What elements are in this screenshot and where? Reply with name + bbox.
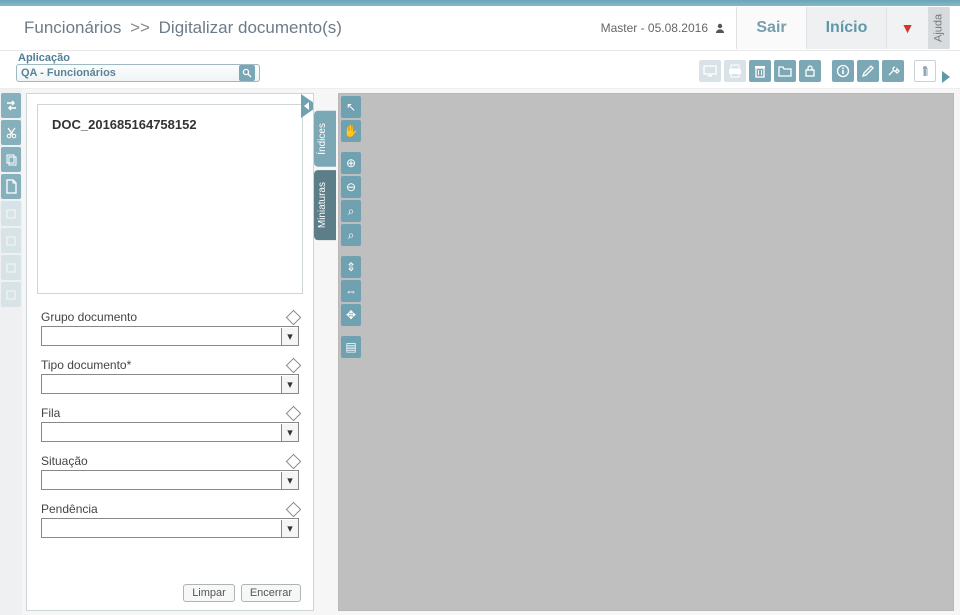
zoom-in-icon[interactable]: ⊕ <box>341 152 361 174</box>
field-situacao: Situação ▾ <box>41 452 299 490</box>
workspace: DOC_201685164758152 Grupo documento▾Tipo… <box>0 89 960 615</box>
limpar-label: Limpar <box>192 587 226 599</box>
field-fila: Fila ▾ <box>41 404 299 442</box>
page-icon[interactable] <box>1 174 21 199</box>
label-grupo-documento: Grupo documento <box>41 310 137 324</box>
master-label: Master - 05.08.2016 <box>601 21 708 35</box>
breadcrumb-sep: >> <box>126 18 154 37</box>
breadcrumb-root[interactable]: Funcionários <box>24 18 121 37</box>
copy-icon[interactable] <box>1 147 21 172</box>
tab-indices[interactable]: Índices <box>314 111 336 167</box>
monitor-icon[interactable] <box>699 60 721 82</box>
trash-icon[interactable] <box>749 60 771 82</box>
document-name: DOC_201685164758152 <box>52 117 197 132</box>
print-icon[interactable] <box>724 60 746 82</box>
pointer-icon[interactable]: ↖ <box>341 96 361 118</box>
index-panel: DOC_201685164758152 Grupo documento▾Tipo… <box>26 93 314 611</box>
encerrar-button[interactable]: Encerrar <box>241 584 301 602</box>
move-icon[interactable]: ✥ <box>341 304 361 326</box>
label-pendencia: Pendência <box>41 502 98 516</box>
aplicacao-value: QA - Funcionários <box>21 67 116 79</box>
toolbar <box>699 60 904 82</box>
required-icon <box>286 309 302 325</box>
sair-label: Sair <box>756 19 786 37</box>
dropdown-button[interactable]: ▼ <box>886 7 928 49</box>
tool8-icon <box>1 282 21 307</box>
edit-icon[interactable] <box>857 60 879 82</box>
aplicacao-label: Aplicação <box>18 52 260 64</box>
required-icon <box>286 405 302 421</box>
required-icon <box>286 501 302 517</box>
tool6-icon <box>1 228 21 253</box>
zoom-out-icon[interactable]: ⊖ <box>341 176 361 198</box>
field-pendencia: Pendência ▾ <box>41 500 299 538</box>
ajuda-label: Ajuda <box>933 14 945 42</box>
swap-icon[interactable] <box>1 93 21 118</box>
fit-horiz-icon[interactable]: ⇔ <box>341 280 361 302</box>
zoom-reset-icon[interactable]: ⌕ <box>341 224 361 246</box>
ajuda-button[interactable]: Ajuda <box>928 7 950 49</box>
chevron-down-icon: ▾ <box>281 328 298 345</box>
tab-indices-label: Índices <box>317 123 328 155</box>
inicio-label: Início <box>826 19 868 37</box>
page-view-icon[interactable]: ▤ <box>341 336 361 358</box>
viewer-toolbar: ↖✋⊕⊖⌕⌕⇕⇔✥▤ <box>339 94 363 360</box>
header: Funcionários >> Digitalizar documento(s)… <box>0 6 960 51</box>
cut-icon[interactable] <box>1 120 21 145</box>
field-tipo-documento: Tipo documento* ▾ <box>41 356 299 394</box>
label-situacao: Situação <box>41 454 88 468</box>
subbar: Aplicação QA - Funcionários <box>0 51 960 89</box>
lock-icon[interactable] <box>799 60 821 82</box>
tab-miniaturas[interactable]: Miniaturas <box>314 170 336 240</box>
search-icon[interactable] <box>239 65 255 81</box>
expand-icon[interactable] <box>942 71 950 83</box>
label-tipo-documento: Tipo documento* <box>41 358 131 372</box>
breadcrumb-leaf: Digitalizar documento(s) <box>159 18 342 37</box>
document-box: DOC_201685164758152 <box>37 104 303 294</box>
info-icon[interactable] <box>832 60 854 82</box>
limpar-button[interactable]: Limpar <box>183 584 235 602</box>
select-fila[interactable]: ▾ <box>41 422 299 442</box>
select-situacao[interactable]: ▾ <box>41 470 299 490</box>
fit-vert-icon[interactable]: ⇕ <box>341 256 361 278</box>
chevron-down-icon: ▾ <box>281 424 298 441</box>
encerrar-label: Encerrar <box>250 587 292 599</box>
user-stand-icon[interactable] <box>914 60 936 82</box>
folder-icon[interactable] <box>774 60 796 82</box>
select-grupo-documento[interactable]: ▾ <box>41 326 299 346</box>
aplicacao-select[interactable]: QA - Funcionários <box>16 64 260 82</box>
chevron-down-icon: ▾ <box>281 472 298 489</box>
tool7-icon <box>1 255 21 280</box>
sair-button[interactable]: Sair <box>736 7 806 49</box>
index-form: Grupo documento▾Tipo documento*▾Fila▾Sit… <box>27 304 313 552</box>
required-icon <box>286 453 302 469</box>
tab-miniaturas-label: Miniaturas <box>317 182 328 228</box>
breadcrumb: Funcionários >> Digitalizar documento(s) <box>24 18 342 38</box>
hand-icon[interactable]: ✋ <box>341 120 361 142</box>
label-fila: Fila <box>41 406 60 420</box>
viewer-area: ↖✋⊕⊖⌕⌕⇕⇔✥▤ <box>338 93 954 611</box>
left-toolbar <box>0 89 22 615</box>
chevron-down-icon: ▾ <box>281 520 298 537</box>
aplicacao-group: Aplicação QA - Funcionários <box>16 52 260 82</box>
tools-icon[interactable] <box>882 60 904 82</box>
select-tipo-documento[interactable]: ▾ <box>41 374 299 394</box>
tool5-icon <box>1 201 21 226</box>
select-pendencia[interactable]: ▾ <box>41 518 299 538</box>
user-icon[interactable] <box>714 22 726 34</box>
zoom-fit-icon[interactable]: ⌕ <box>341 200 361 222</box>
field-grupo-documento: Grupo documento ▾ <box>41 308 299 346</box>
required-icon <box>286 357 302 373</box>
panel-buttons: Limpar Encerrar <box>27 576 313 610</box>
side-tabs: Índices Miniaturas <box>314 93 336 611</box>
chevron-down-icon: ▾ <box>281 376 298 393</box>
inicio-button[interactable]: Início <box>806 7 886 49</box>
